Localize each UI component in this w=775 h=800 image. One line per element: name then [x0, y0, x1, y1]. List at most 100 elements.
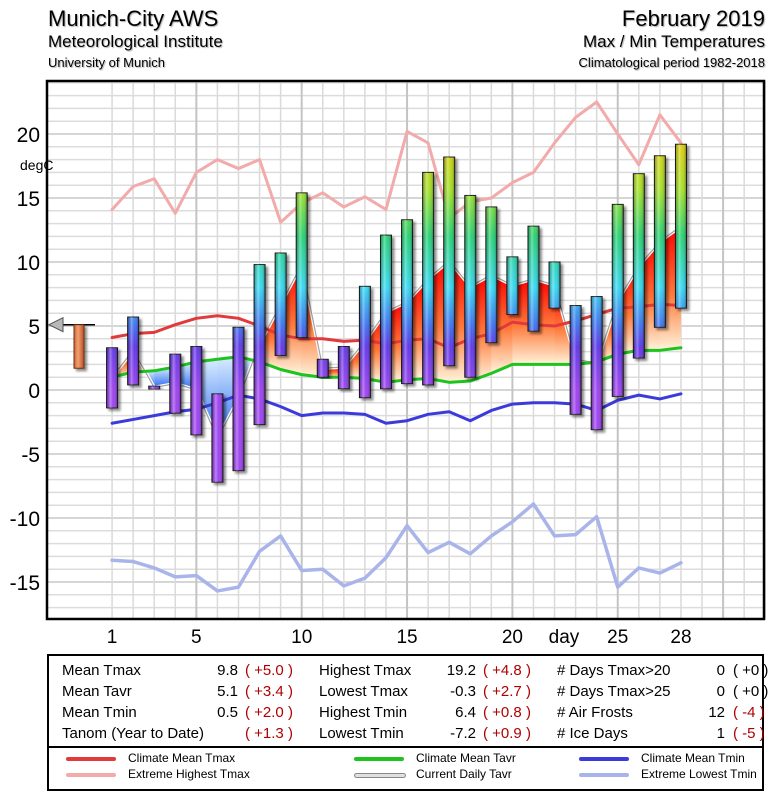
- legend-label: Climate Mean Tmin: [641, 751, 745, 765]
- chart-grid: [47, 81, 766, 619]
- daily-bar: [506, 256, 519, 315]
- daily-bar: [611, 203, 624, 397]
- daily-bar-shine: [549, 262, 561, 309]
- daily-bar-shine: [380, 235, 392, 389]
- climate-mean-tavr-line: [110, 346, 683, 384]
- stat-label: Tanom (Year to Date): [62, 725, 205, 742]
- y-tick-label: -10: [10, 508, 40, 531]
- daily-bar: [295, 192, 308, 339]
- y-tick-label: -15: [10, 572, 40, 595]
- daily-bar-shine: [127, 317, 139, 385]
- y-tick-label: 15: [17, 188, 40, 211]
- y-tick-label: -5: [21, 444, 40, 467]
- daily-bar-shine: [422, 172, 434, 385]
- stat-label: Lowest Tmax: [319, 683, 408, 700]
- x-tick-label: 25: [607, 627, 628, 648]
- daily-bar-shine: [443, 157, 455, 366]
- stat-anomaly: ( -5 ): [733, 725, 765, 742]
- climate-mean-tmax-line: [110, 302, 683, 350]
- daily-bar: [190, 345, 203, 436]
- stat-value: 12: [708, 704, 725, 721]
- chart-legend: Climate Mean Tmax Extreme Highest Tmax Cli…: [47, 746, 764, 791]
- stat-anomaly: ( +2.0 ): [245, 704, 293, 721]
- daily-bar: [632, 173, 645, 359]
- legend-swatch: [66, 757, 116, 761]
- daily-bar-shine: [211, 393, 223, 483]
- legend-label: Extreme Lowest Tmin: [641, 767, 757, 781]
- legend-label: Current Daily Tavr: [416, 767, 512, 781]
- stat-anomaly: ( +0.9 ): [483, 725, 531, 742]
- daily-bar-shine: [654, 155, 666, 328]
- daily-bar: [379, 234, 392, 390]
- stat-anomaly: ( +0.8 ): [483, 704, 531, 721]
- daily-bar: [358, 285, 371, 399]
- x-axis-label: day: [549, 627, 580, 648]
- y-tick-label: 5: [28, 316, 40, 339]
- daily-bar: [232, 326, 245, 472]
- y-tick-label: 0: [28, 380, 40, 403]
- stat-label: # Ice Days: [557, 725, 628, 742]
- daily-bar: [169, 353, 182, 414]
- legend-swatch: [66, 773, 116, 777]
- climatological-period: Climatological period 1982-2018: [578, 55, 765, 70]
- daily-bar: [590, 296, 603, 431]
- stat-label: Mean Tmin: [62, 704, 137, 721]
- stat-anomaly: ( -4 ): [733, 704, 765, 721]
- daily-bar-shine: [633, 173, 645, 358]
- daily-bar: [674, 143, 687, 309]
- daily-bar: [443, 156, 456, 367]
- stat-label: Mean Tmax: [62, 662, 141, 679]
- daily-bar-shine: [570, 305, 582, 415]
- climate-mean-tmin-line: [110, 392, 683, 425]
- stat-label: # Air Frosts: [557, 704, 633, 721]
- daily-bar: [148, 385, 161, 390]
- daily-bar-shine: [232, 327, 244, 471]
- extreme-highest-tmax-line: [110, 100, 683, 224]
- statistics-panel: Mean Tmax 9.8 ( +5.0 ) Mean Tavr 5.1 ( +3.4 )…: [47, 654, 768, 748]
- daily-bar: [485, 206, 498, 344]
- extreme-lowest-tmin-line: [110, 502, 683, 593]
- daily-bar-shine: [296, 192, 308, 338]
- arrow-left-icon: [47, 316, 64, 333]
- stat-anomaly: ( +2.7 ): [483, 683, 531, 700]
- daily-bar: [253, 264, 266, 426]
- institute-subtitle: Meteorological Institute: [48, 32, 223, 51]
- daily-bar-shine: [275, 253, 287, 356]
- legend-swatch: [354, 757, 404, 761]
- series-lines: [110, 100, 683, 593]
- stat-value: 1: [716, 725, 725, 742]
- x-tick-label: 28: [670, 627, 691, 648]
- stat-anomaly: ( +0 ): [733, 662, 769, 679]
- monthly-mean-marker: [47, 316, 95, 369]
- stat-label: # Days Tmax>20: [557, 662, 671, 679]
- daily-bar: [337, 345, 350, 390]
- legend-swatch: [579, 773, 629, 777]
- daily-bar-shine: [485, 206, 497, 343]
- stat-label: Highest Tmax: [319, 662, 412, 679]
- stat-value: -7.2: [450, 725, 476, 742]
- month-title: February 2019: [621, 6, 765, 31]
- stat-label: # Days Tmax>25: [557, 683, 671, 700]
- daily-bar-shine: [401, 219, 413, 384]
- daily-bar-shine: [591, 296, 603, 430]
- daily-bar: [127, 316, 140, 386]
- current-daily-tavr-line: [111, 225, 682, 440]
- daily-bar-shine: [338, 346, 350, 389]
- station-title: Munich-City AWS: [48, 6, 219, 31]
- daily-bar: [401, 219, 414, 385]
- daily-bar: [422, 171, 435, 386]
- stat-value: 0: [716, 683, 725, 700]
- stat-value: 0.5: [217, 704, 238, 721]
- legend-swatch: [354, 773, 406, 778]
- stat-value: 5.1: [217, 683, 238, 700]
- daily-bar: [653, 155, 666, 328]
- daily-bar-shine: [190, 346, 202, 435]
- stat-anomaly: ( +4.8 ): [483, 662, 531, 679]
- daily-bars: [106, 143, 687, 483]
- daily-bar-shine: [169, 354, 181, 414]
- daily-bar-shine: [675, 144, 687, 309]
- y-axis-label: degC: [20, 157, 53, 173]
- daily-bar: [464, 194, 477, 378]
- stat-value: 6.4: [455, 704, 476, 721]
- stat-label: Lowest Tmin: [319, 725, 404, 742]
